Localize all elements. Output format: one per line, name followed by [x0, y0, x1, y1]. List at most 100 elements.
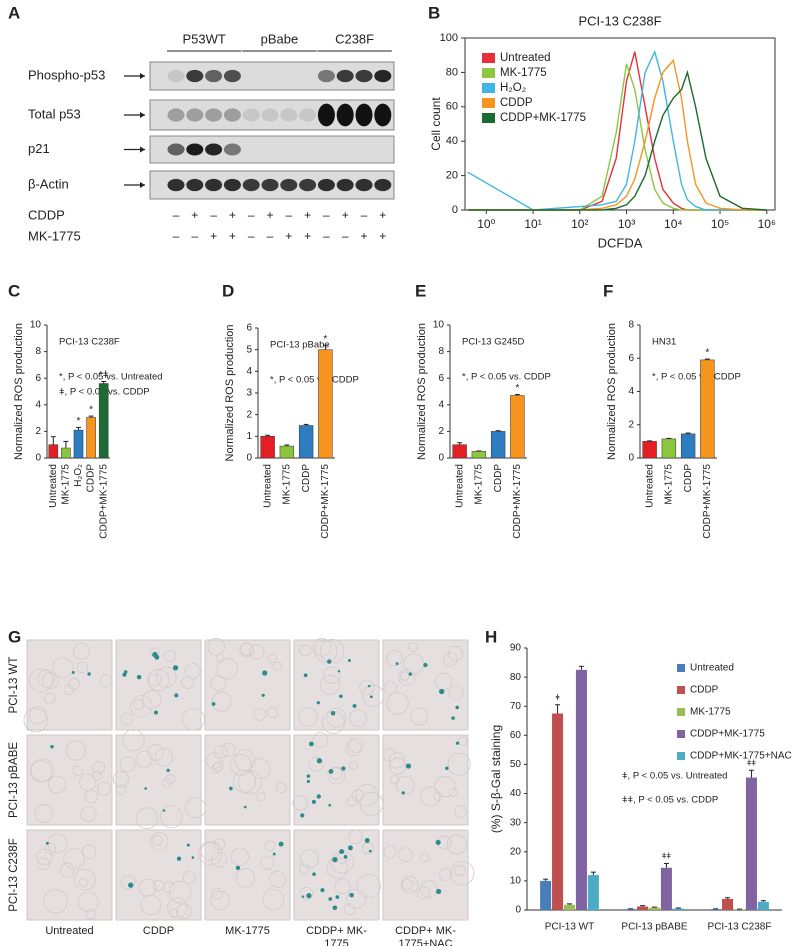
y-tick-label: 0 [246, 453, 252, 464]
y-tick-label: 30 [510, 817, 522, 828]
chart-title: PCI-13 C238F [59, 337, 120, 348]
stained-cell [128, 882, 134, 888]
stained-cell [316, 758, 322, 764]
legend-label: MK-1775 [500, 67, 547, 79]
cell-texture [65, 740, 86, 761]
stained-cell [243, 805, 247, 809]
cell-texture [327, 766, 346, 785]
cell-texture [389, 757, 407, 775]
y-tick-label: 0 [628, 453, 634, 464]
blot-arrowhead [140, 73, 145, 79]
bar [642, 441, 657, 459]
legend-label: Untreated [500, 52, 551, 64]
cell-texture [168, 880, 192, 904]
y-tick-label: 5 [246, 344, 252, 355]
annotation: ǂǂ, P < 0.05 vs. CDDP [622, 795, 718, 806]
stained-cell [144, 787, 147, 790]
plot-frame [464, 37, 776, 211]
bar [625, 909, 637, 910]
legend-label: H₂O₂ [500, 82, 526, 94]
y-tick-label: 4 [35, 399, 41, 410]
cell-texture [230, 847, 249, 866]
column-label: Untreated [45, 925, 94, 937]
row-label: PCI-13 pBABE [8, 742, 20, 818]
y-tick-label: 50 [510, 759, 522, 770]
y-tick-label: 0 [515, 905, 521, 916]
blot-band [223, 178, 241, 192]
stained-cell [306, 893, 312, 899]
chart-title: HN31 [652, 337, 676, 348]
cell-texture [458, 736, 468, 746]
stained-cell [303, 673, 308, 678]
blot-arrowhead [140, 146, 145, 153]
stained-cell [278, 841, 284, 847]
legend-swatch [677, 752, 685, 760]
blot-arrowhead [140, 112, 145, 118]
stained-cell [272, 852, 276, 856]
cell-texture [198, 841, 223, 866]
blot-strip [149, 135, 395, 164]
x-tick-label: 10⁰ [477, 217, 495, 231]
cell-texture [420, 880, 438, 898]
treatment-sign: – [173, 229, 180, 243]
cell-texture [355, 783, 379, 807]
micrograph [204, 639, 291, 731]
cell-texture [221, 742, 236, 757]
blot-band [336, 69, 354, 83]
treatment-sign: + [210, 229, 217, 243]
y-tick-label: 2 [628, 419, 634, 430]
stained-cell [316, 794, 321, 799]
x-tick-label: CDDP [683, 464, 694, 493]
x-tick-label: MK-1775 [664, 464, 675, 505]
stained-cell [312, 872, 316, 876]
cell-texture [122, 729, 145, 752]
cell-texture [362, 842, 374, 855]
blot-band [205, 69, 223, 83]
stained-cell [300, 813, 305, 818]
y-tick-label: 20 [446, 170, 458, 182]
x-tick-label: 10⁶ [758, 217, 776, 231]
cell-texture [348, 829, 363, 845]
bar [575, 669, 587, 910]
legend-swatch [482, 53, 495, 63]
legend-swatch [482, 113, 495, 123]
cell-texture [346, 796, 357, 807]
x-tick-label: PCI-13 WT [545, 922, 594, 933]
x-tick-label: CDDP [86, 464, 97, 493]
blot-band [167, 178, 185, 192]
blot-band [223, 108, 241, 122]
cell-texture [140, 894, 161, 916]
y-tick-label: 4 [246, 366, 252, 377]
significance-marker: * [77, 416, 81, 427]
stained-cell [335, 895, 340, 899]
significance-marker: * [515, 383, 519, 394]
cell-texture [234, 749, 256, 771]
y-tick-label: 80 [510, 672, 522, 683]
blot-band [223, 143, 241, 156]
cell-texture [454, 864, 466, 877]
stained-cell [337, 670, 341, 673]
column-label: CDDP [142, 925, 175, 937]
error-bar [284, 444, 290, 447]
x-tick-label: CDDP+MK-1775 [512, 464, 523, 539]
y-axis-label: Cell count [429, 97, 443, 151]
row-label: PCI-13 WT [8, 657, 20, 714]
bar [86, 417, 96, 459]
cell-texture [30, 758, 55, 783]
micrograph [382, 639, 469, 731]
cell-texture [215, 653, 225, 663]
blot-row-label: Phospho-p53 [28, 67, 105, 82]
stained-cell [328, 768, 334, 774]
error-bar [663, 862, 669, 868]
cell-texture [319, 638, 345, 664]
chart-title: PCI-13 G245D [462, 337, 524, 348]
y-axis-label: Normalized ROS production [416, 323, 428, 460]
blot-band [223, 69, 241, 83]
error-bar [760, 900, 766, 902]
stained-cell [166, 768, 170, 773]
y-axis-label: Normalized ROS production [606, 323, 618, 460]
column-label: CDDP+ MK-1775+NAC [395, 925, 456, 946]
y-tick-label: 80 [446, 66, 458, 78]
error-bar [555, 704, 561, 714]
cell-texture [260, 856, 275, 870]
